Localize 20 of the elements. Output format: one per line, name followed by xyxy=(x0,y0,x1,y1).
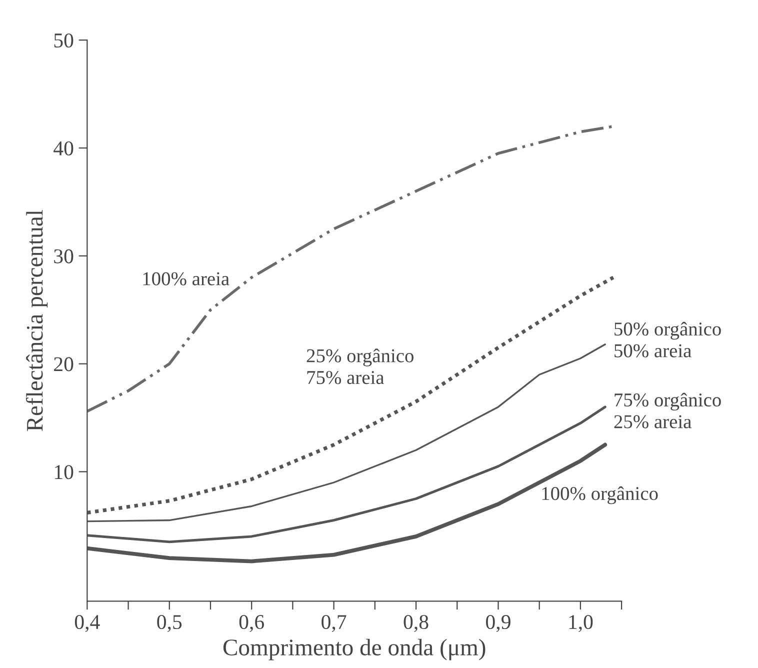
series-label: 25% orgânico 75% areia xyxy=(306,348,414,384)
x-tick-label: 0,6 xyxy=(239,614,264,632)
x-tick-label: 0,8 xyxy=(404,614,428,632)
line-series xyxy=(87,125,615,413)
series-label: 75% orgânico 25% areia xyxy=(614,392,721,428)
series-label: 50% orgânico 50% areia xyxy=(614,322,721,358)
x-tick-label: 0,5 xyxy=(157,614,182,632)
x-tick-label: 0,7 xyxy=(322,614,346,632)
series-label: 100% orgânico xyxy=(542,486,658,504)
series-label: 100% areia xyxy=(143,272,230,286)
x-axis-title: Comprimento de onda (μm) xyxy=(223,638,486,660)
x-tick-label: 0,4 xyxy=(74,614,100,632)
y-tick-label: 50 xyxy=(54,33,74,48)
y-tick-label: 20 xyxy=(54,357,74,372)
y-tick-label: 30 xyxy=(54,249,74,264)
y-axis-title: Reflectância percentual xyxy=(26,210,48,432)
x-tick-label: 0,9 xyxy=(486,614,510,632)
y-tick-label: 10 xyxy=(54,465,74,480)
y-tick-label: 40 xyxy=(54,141,74,156)
x-tick-label: 1,0 xyxy=(569,614,593,632)
